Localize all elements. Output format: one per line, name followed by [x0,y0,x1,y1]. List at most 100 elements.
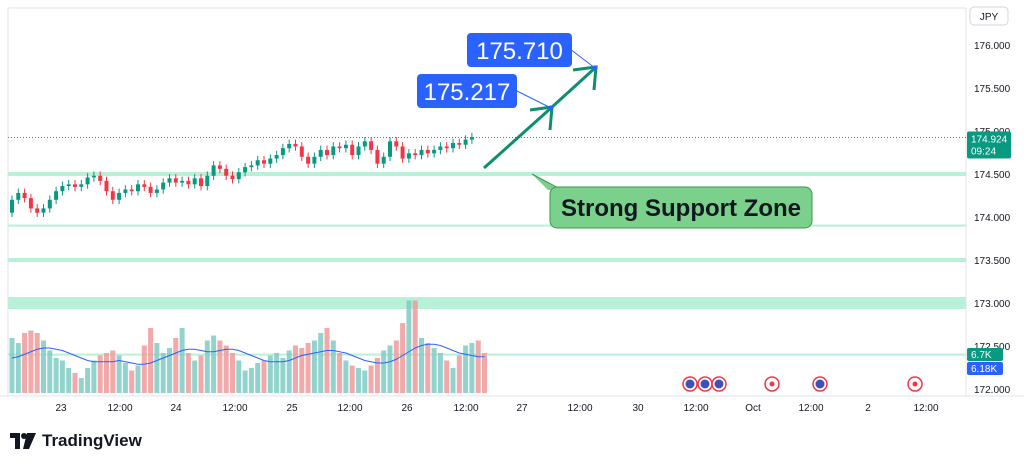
candle [419,149,424,156]
volume-bar [362,370,368,393]
volume-bar [236,360,242,393]
volume-bar [41,340,46,393]
volume-bar [368,365,374,393]
candle [318,149,323,157]
candle [400,146,405,159]
projection-arrow [549,66,597,110]
candle [369,141,374,150]
x-tick-label: 12:00 [567,403,592,414]
economic-event-icon[interactable] [697,376,713,392]
candle [262,160,266,164]
candle [98,175,103,181]
economic-event-icon[interactable] [682,376,698,392]
support-line [8,224,966,227]
volume-bar [78,378,84,393]
currency-box [969,6,1009,26]
candlestick-series [10,132,474,217]
callout-box [549,186,813,229]
volume-bar [173,338,179,393]
volume-bar [97,355,103,393]
candle [325,149,329,156]
x-tick-label: 12:00 [337,403,362,414]
volume-bar [280,358,286,393]
volume-bar [242,370,248,393]
target-box [417,74,517,108]
volume-bar [450,368,456,393]
volume-bar [293,345,298,393]
volume-bar [248,368,254,393]
candle [274,155,279,159]
brand: TradingView [10,431,142,451]
volume-bar [318,333,324,393]
candle [224,168,229,176]
currency-button[interactable]: JPY [969,6,1009,26]
bar-countdown: 09:24 [971,147,996,158]
candle [79,184,84,187]
y-tick-label: 176.000 [974,41,1011,52]
volume-bar [15,343,21,393]
x-tick-label: 12:00 [107,403,132,414]
volume-tag-value: 6.18K [971,364,997,375]
candle [293,143,298,147]
candle [161,182,166,190]
economic-event-icon[interactable] [711,376,727,392]
support-zone [8,297,966,309]
volume-tag: 6.18K [967,362,1003,375]
event-markers [682,376,923,392]
volume-bar [311,340,317,393]
candle [236,172,241,180]
volume-bar [185,353,191,393]
candle [110,191,115,200]
event-dot-icon[interactable] [907,376,923,392]
candle [469,137,474,140]
volume-bar [198,355,204,393]
tradingview-logo-icon [10,433,36,449]
volume-bar [387,345,393,393]
volume-bar [72,373,78,393]
volume-bar [104,353,109,393]
candle [104,180,109,192]
volume-bar [223,345,229,393]
x-tick-label: 24 [170,403,182,414]
marker-core [815,379,825,389]
support-line [8,172,966,176]
x-tick-label: 12:00 [683,403,708,414]
candle [394,141,399,147]
volume-bar [160,353,166,393]
volume-tag: 6.7K [967,348,1003,361]
candle [60,186,65,192]
candle [22,192,27,199]
candle [167,178,172,183]
volume-bar [482,353,487,393]
x-tick-label: 27 [516,403,528,414]
event-dot-icon[interactable] [764,376,780,392]
y-tick-label: 173.500 [974,256,1011,267]
candle [117,192,122,200]
candle [299,146,304,157]
y-tick-label: 175.500 [974,84,1011,95]
economic-event-icon[interactable] [812,376,828,392]
marker-core [714,379,724,389]
candle [356,146,361,156]
candle [154,189,159,193]
volume-bar [444,360,450,393]
volume-bar [59,360,65,393]
x-tick-label: 12:00 [222,403,247,414]
volume-bar [53,358,59,393]
target-point [592,65,598,71]
target-connector [514,89,552,109]
volume-tag-box [967,348,1003,361]
x-tick-label: 12:00 [913,403,938,414]
volume-bar [230,353,235,393]
candle [312,156,317,164]
grid [0,7,1024,397]
x-tick-label: 26 [401,403,413,414]
target-price: 175.710 [476,38,563,65]
target-label: 175.710 [467,33,598,71]
currency-label: JPY [980,12,999,23]
volume-bar [47,350,53,393]
candle [457,143,462,145]
volume-bar [463,345,469,393]
